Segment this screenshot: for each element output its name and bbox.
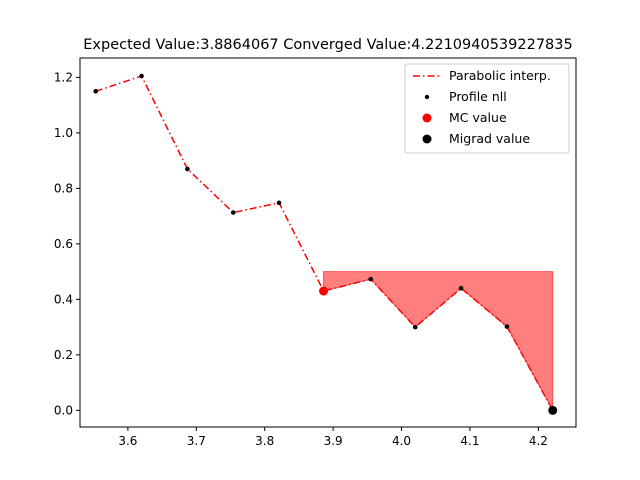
profile-nll-point xyxy=(276,200,282,206)
x-tick-label: 4.2 xyxy=(529,434,548,448)
y-tick-label: 1.0 xyxy=(54,126,73,140)
y-tick-label: 0.0 xyxy=(54,403,73,417)
x-tick-label: 3.9 xyxy=(324,434,343,448)
x-tick-label: 4.0 xyxy=(392,434,411,448)
y-tick-label: 0.8 xyxy=(54,181,73,195)
profile-nll-point xyxy=(412,324,418,330)
legend-mc-swatch xyxy=(422,113,432,123)
legend-profile-swatch xyxy=(424,94,430,100)
migrad-value-marker xyxy=(548,405,558,415)
profile-nll-point xyxy=(504,324,510,329)
x-tick-label: 3.8 xyxy=(255,434,274,448)
profile-nll-point xyxy=(230,210,236,215)
legend: Parabolic interp. Profile nll MC value M… xyxy=(404,63,570,154)
y-tick-label: 1.2 xyxy=(54,70,73,84)
legend-label-mc: MC value xyxy=(449,110,507,125)
x-axis: 3.6 3.7 3.8 3.9 4.0 4.1 4.2 xyxy=(118,427,548,448)
profile-nll-point xyxy=(139,73,144,79)
series-line-parabolic xyxy=(95,75,554,411)
y-tick-label: 0.2 xyxy=(54,348,73,362)
legend-label-migrad: Migrad value xyxy=(449,131,530,146)
y-tick-label: 0.4 xyxy=(54,292,73,306)
mc-value-marker xyxy=(319,286,329,296)
x-tick-label: 4.1 xyxy=(460,434,479,448)
profile-nll-point xyxy=(368,276,374,282)
x-tick-label: 3.6 xyxy=(118,434,137,448)
profile-nll-point xyxy=(185,166,190,172)
legend-label-profile: Profile nll xyxy=(449,89,507,104)
profile-nll-point xyxy=(458,285,464,291)
legend-migrad-swatch xyxy=(422,134,432,144)
y-tick-label: 0.6 xyxy=(54,237,73,251)
x-tick-label: 3.7 xyxy=(187,434,206,448)
plot-frame xyxy=(79,57,577,428)
y-axis: 0.0 0.2 0.4 0.6 0.8 1.0 1.2 xyxy=(54,70,80,417)
legend-box xyxy=(404,63,570,154)
legend-label-parabolic: Parabolic interp. xyxy=(449,68,551,83)
profile-nll-point xyxy=(93,88,99,94)
chart-title: Expected Value:3.8864067 Converged Value… xyxy=(83,37,572,53)
